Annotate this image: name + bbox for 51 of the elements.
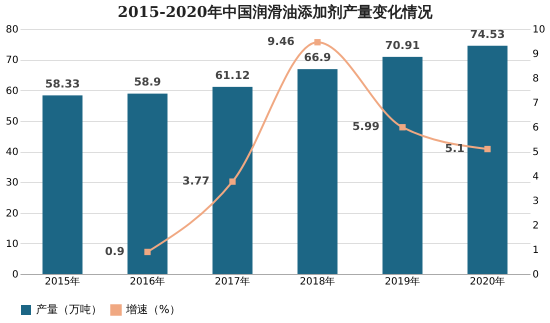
chart-title: 2015-2020年中国润滑油添加剂产量变化情况 — [118, 3, 434, 21]
y2-tick-label: 6 — [532, 122, 539, 134]
y2-tick-label: 4 — [532, 172, 539, 182]
x-tick-label: 2015年 — [44, 276, 80, 288]
data-label: 5.99 — [352, 120, 380, 134]
point — [229, 178, 236, 185]
bar — [382, 56, 422, 274]
x-tick-label: 2018年 — [300, 276, 336, 288]
bar — [298, 69, 338, 274]
y-tick-label: 50 — [6, 116, 18, 128]
data-label: 3.77 — [182, 174, 210, 188]
data-label: 66.9 — [304, 51, 332, 64]
data-label: 0.9 — [105, 244, 124, 258]
y-tick-label: 70 — [6, 55, 18, 66]
data-label: 58.9 — [134, 76, 162, 89]
point — [484, 146, 491, 152]
data-label: 74.53 — [470, 28, 505, 41]
x-tick-label: 2016年 — [130, 276, 166, 288]
y2-tick-label: 9 — [532, 49, 539, 60]
bar — [42, 95, 82, 274]
y2-tick-label: 3 — [532, 196, 539, 207]
point — [399, 124, 406, 130]
point — [314, 39, 321, 46]
y2-tick-label: 10 — [532, 24, 546, 36]
x-tick-label: 2017年 — [214, 276, 250, 288]
x-tick-label: 2020年 — [470, 276, 506, 288]
bar — [212, 86, 252, 274]
data-label: 9.46 — [267, 35, 295, 48]
data-label: 5.1 — [445, 142, 464, 156]
legend-label: 增速（%） — [125, 303, 180, 316]
y2-tick-label: 2 — [532, 220, 539, 232]
data-label: 70.91 — [385, 38, 420, 52]
y2-tick-label: 0 — [532, 270, 539, 280]
y-tick-label: 20 — [6, 208, 18, 220]
x-tick-label: 2019年 — [384, 276, 420, 288]
y2-tick-label: 7 — [532, 98, 539, 109]
legend-label: 产量（万吨） — [36, 303, 102, 316]
y-tick-label: 60 — [6, 86, 18, 97]
y-tick-label: 30 — [6, 178, 18, 189]
data-label: 61.12 — [215, 68, 250, 82]
y2-tick-label: 5 — [532, 147, 539, 158]
y-tick-label: 40 — [6, 147, 18, 158]
y2-tick-label: 8 — [532, 74, 539, 84]
y2-tick-label: 1 — [532, 245, 539, 256]
y-tick-label: 80 — [6, 24, 18, 36]
bar — [468, 46, 508, 274]
data-label: 58.33 — [45, 77, 80, 90]
y-tick-label: 0 — [12, 270, 18, 280]
point — [144, 248, 151, 256]
y-tick-label: 10 — [6, 238, 18, 250]
bar — [128, 94, 168, 274]
